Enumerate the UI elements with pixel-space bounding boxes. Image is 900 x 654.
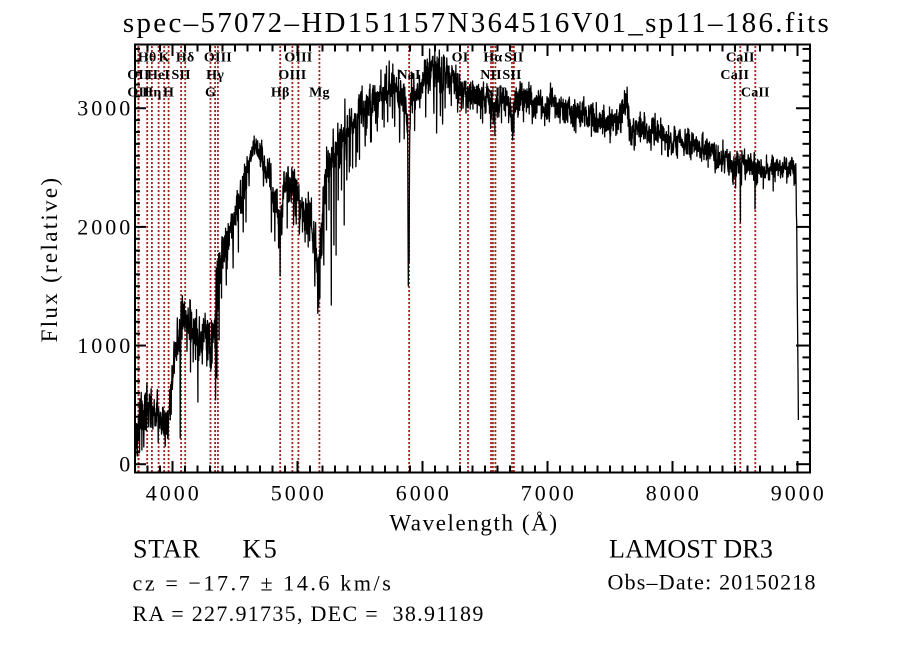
- svg-text:Hη: Hη: [142, 86, 161, 101]
- svg-text:G: G: [205, 86, 216, 101]
- svg-text:Hβ: Hβ: [271, 86, 290, 101]
- svg-text:OIII: OIII: [278, 68, 306, 83]
- svg-text:OIII: OIII: [204, 51, 232, 66]
- svg-text:Hδ: Hδ: [176, 51, 195, 66]
- svg-text:1000: 1000: [77, 333, 133, 358]
- svg-text:Flux (relative): Flux (relative): [37, 176, 62, 343]
- svg-text:Mg: Mg: [309, 86, 330, 101]
- svg-text:NaI: NaI: [398, 68, 421, 83]
- svg-text:H: H: [163, 86, 174, 101]
- svg-text:5000: 5000: [271, 481, 327, 506]
- svg-text:6000: 6000: [396, 481, 452, 506]
- svg-text:OII: OII: [127, 86, 149, 101]
- svg-text:CaII: CaII: [726, 51, 755, 66]
- svg-text:CaII: CaII: [741, 86, 770, 101]
- svg-text:STAR: STAR: [133, 535, 201, 564]
- svg-text:Hθ: Hθ: [138, 51, 157, 66]
- svg-text:7000: 7000: [521, 481, 577, 506]
- svg-text:0: 0: [119, 452, 133, 477]
- svg-text:LAMOST DR3: LAMOST DR3: [609, 535, 773, 564]
- svg-text:SII: SII: [502, 68, 521, 83]
- svg-text:K5: K5: [243, 535, 280, 564]
- svg-text:9000: 9000: [771, 481, 827, 506]
- svg-text:OI: OI: [452, 51, 469, 66]
- svg-text:SII: SII: [504, 51, 523, 66]
- svg-text:4000: 4000: [146, 481, 202, 506]
- svg-text:RA = 227.91735, DEC = 38.9118: RA = 227.91735, DEC = 38.91189: [133, 601, 485, 626]
- svg-text:Hγ: Hγ: [206, 68, 224, 83]
- svg-text:Obs–Date: 20150218: Obs–Date: 20150218: [608, 570, 817, 595]
- svg-text:Wavelength (Å): Wavelength (Å): [389, 511, 558, 536]
- svg-text:HeI: HeI: [147, 68, 170, 83]
- svg-text:spec–57072–HD151157N364516V01_: spec–57072–HD151157N364516V01_sp11–186.f…: [123, 7, 831, 39]
- svg-text:8000: 8000: [646, 481, 702, 506]
- svg-text:3000: 3000: [77, 96, 133, 121]
- svg-text:cz = −17.7 ± 14.6 km/s: cz = −17.7 ± 14.6 km/s: [133, 571, 394, 596]
- svg-text:OIII: OIII: [284, 51, 312, 66]
- svg-text:Hα: Hα: [483, 51, 502, 66]
- svg-text:2000: 2000: [77, 214, 133, 239]
- svg-text:SII: SII: [171, 68, 190, 83]
- svg-text:NII: NII: [480, 68, 502, 83]
- svg-text:CaII: CaII: [720, 68, 749, 83]
- svg-text:K: K: [159, 51, 170, 66]
- svg-text:OII: OII: [127, 68, 149, 83]
